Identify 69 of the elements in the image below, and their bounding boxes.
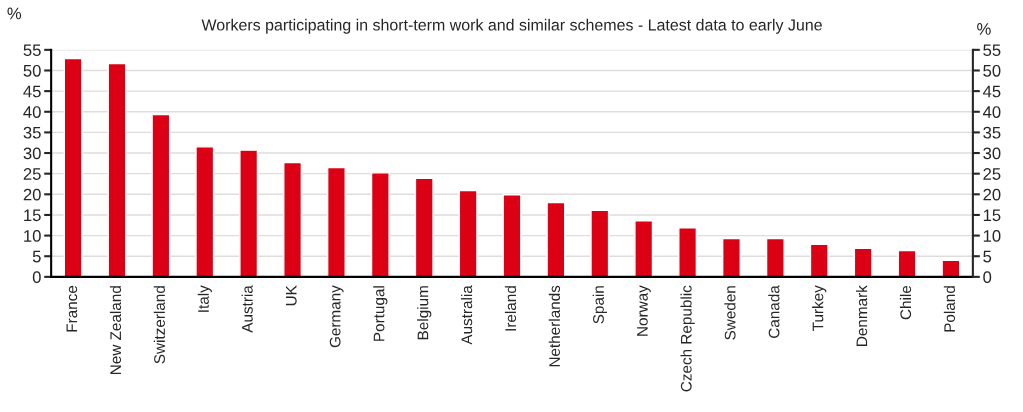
y-tick-label: 55 [23, 44, 41, 57]
x-tick-label: Portugal [373, 286, 388, 341]
y-tick-label: 40 [23, 106, 41, 118]
x-tick-label: Chile [899, 285, 912, 320]
y2-tick-label: 50 [983, 64, 1001, 77]
bar [897, 249, 917, 277]
y2-tick-label: 55 [983, 44, 1001, 57]
bar [239, 149, 259, 277]
x-tick-label: Australia [461, 285, 473, 345]
x-tick-label: Canada [768, 285, 780, 338]
x-tick-label: Sweden [724, 286, 736, 340]
x-tick-label: Switzerland [153, 286, 165, 364]
y-tick-label: 50 [23, 64, 41, 77]
x-tick-label: Germany [329, 285, 344, 348]
x-tick-label: Spain [592, 286, 607, 324]
bar [63, 57, 83, 277]
y-tick-label: 25 [23, 168, 41, 180]
y-tick-label: 20 [23, 188, 41, 201]
chart-title: Workers participating in short-term work and similar schemes - Latest data to early June [201, 18, 822, 34]
y2-tick-label: 40 [982, 106, 1001, 118]
bar [195, 146, 215, 277]
x-tick-label: Poland [943, 286, 956, 332]
bar [414, 177, 434, 277]
x-tick-label: Netherlands [548, 285, 560, 367]
bar [678, 227, 698, 277]
x-tick-label: Turkey [812, 285, 827, 331]
bar [721, 237, 741, 277]
bar [107, 62, 127, 277]
x-tick-label: Ireland [504, 286, 517, 331]
bar [853, 247, 873, 277]
bar [634, 220, 654, 277]
bar [283, 161, 303, 277]
y2-tick-label: 0 [983, 271, 992, 284]
y-tick-label: 5 [32, 250, 41, 263]
bar [590, 209, 610, 277]
x-tick-label: UK [285, 285, 297, 306]
bar [765, 237, 785, 277]
y2-axis-title: % [977, 23, 991, 35]
y2-tick-label: 35 [983, 126, 1001, 139]
y2-tick-label: 10 [983, 229, 1001, 242]
bar [809, 243, 829, 277]
x-tick-label: Belgium [417, 286, 432, 340]
bar [546, 201, 566, 277]
x-tick-label: Austria [241, 285, 253, 333]
bar [151, 113, 171, 277]
y2-tick-label: 25 [983, 168, 1001, 180]
y2-tick-label: 30 [983, 147, 1001, 160]
y2-tick-label: 5 [983, 250, 992, 263]
y2-tick-label: 15 [983, 209, 1001, 222]
bar [458, 189, 478, 277]
x-tick-label: France [66, 285, 78, 332]
bar [502, 194, 522, 277]
y2-tick-label: 20 [983, 188, 1001, 201]
y-tick-label: 0 [32, 271, 41, 284]
y-tick-label: 35 [23, 126, 41, 139]
x-tick-label: Italy [197, 285, 212, 312]
y2-tick-label: 45 [982, 85, 1001, 98]
y-tick-label: 10 [24, 229, 41, 242]
x-tick-label: Denmark [856, 285, 868, 346]
bar [326, 166, 346, 277]
x-tick-label: Norway [637, 285, 651, 336]
y-tick-label: 45 [23, 85, 41, 98]
y-axis-title: % [7, 7, 22, 20]
x-tick-label: Czech Republic [680, 285, 695, 392]
bar [370, 172, 390, 277]
y-tick-label: 30 [23, 147, 41, 160]
y-tick-label: 15 [24, 209, 41, 222]
bar [941, 259, 961, 277]
x-tick-label: New Zealand [109, 286, 122, 374]
